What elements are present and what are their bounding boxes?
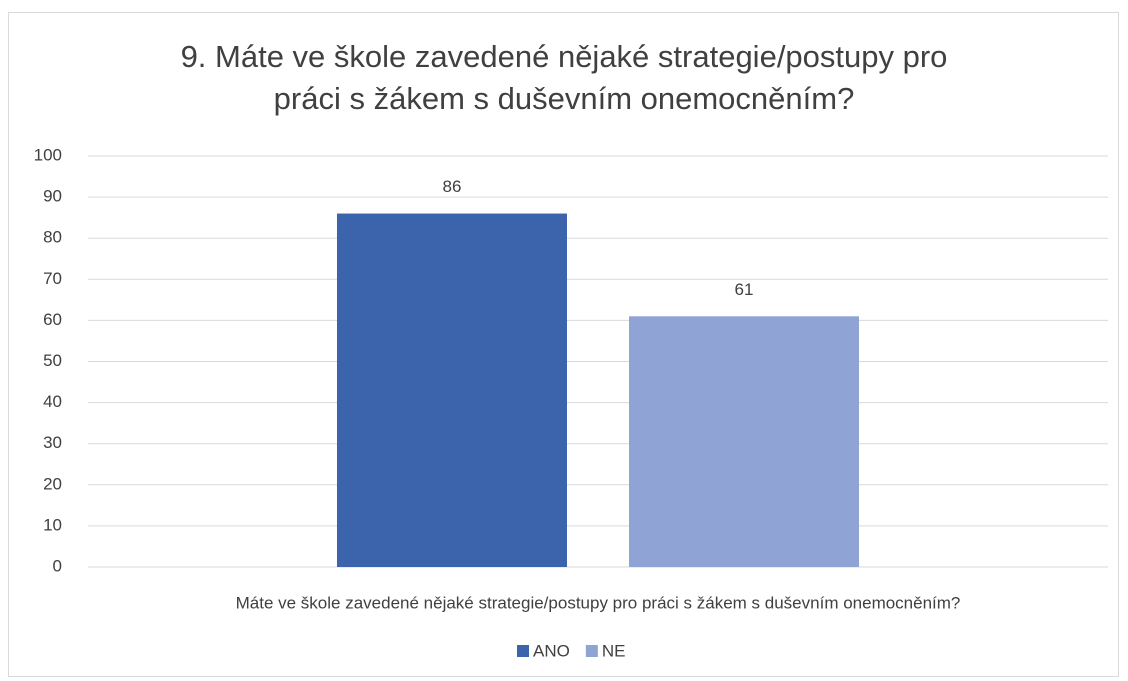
- data-label: 86: [443, 177, 462, 196]
- legend-label: NE: [602, 641, 626, 660]
- y-tick-label: 20: [43, 474, 62, 493]
- bar: [336, 213, 567, 568]
- y-tick-label: 80: [43, 228, 62, 247]
- legend-label: ANO: [533, 641, 570, 660]
- y-tick-label: 10: [43, 515, 62, 534]
- data-label: 61: [735, 280, 754, 299]
- bar: [629, 316, 860, 567]
- y-tick-label: 100: [34, 145, 62, 164]
- chart-title: 9. Máte ve škole zavedené nějaké strateg…: [180, 39, 948, 116]
- y-tick-label: 40: [43, 392, 62, 411]
- y-tick-label: 60: [43, 310, 62, 329]
- y-tick-label: 50: [43, 351, 62, 370]
- y-tick-label: 70: [43, 269, 62, 288]
- chart-border: [8, 12, 1119, 677]
- chart-title-box: 9. Máte ve škole zavedené nějaké strateg…: [0, 36, 1128, 120]
- y-tick-label: 90: [43, 187, 62, 206]
- y-tick-label: 30: [43, 433, 62, 452]
- legend-swatch: [517, 645, 529, 657]
- legend-swatch: [585, 645, 598, 657]
- x-tick-label: Máte ve škole zavedené nějaké strategie/…: [236, 593, 961, 612]
- y-tick-label: 0: [53, 556, 62, 575]
